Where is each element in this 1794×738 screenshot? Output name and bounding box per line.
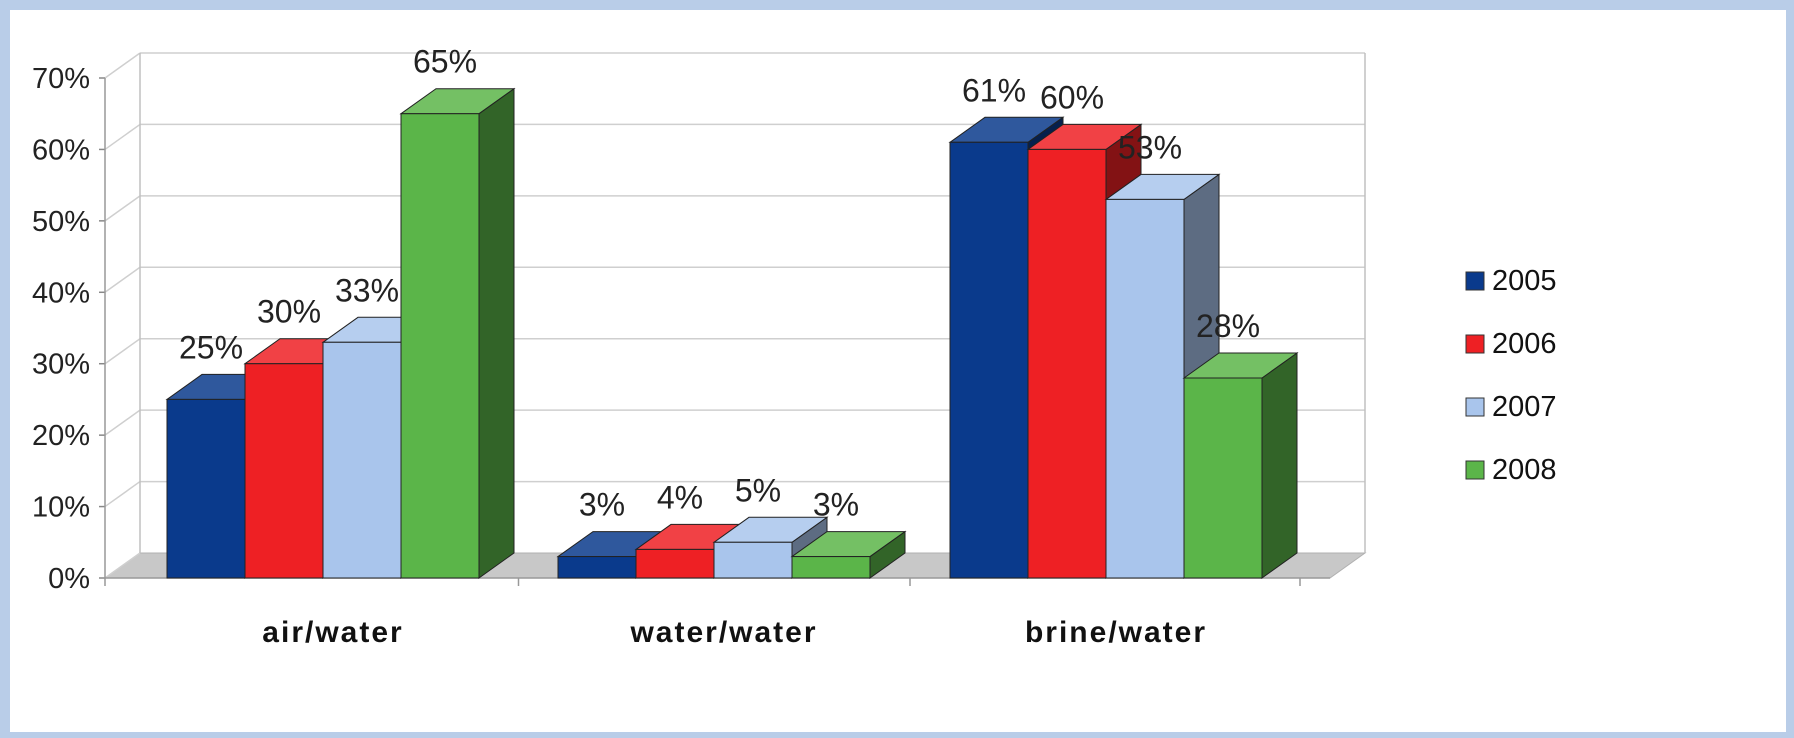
bar-2005-water-water xyxy=(557,556,637,579)
y-tick-label: 0% xyxy=(48,563,90,595)
data-label: 53% xyxy=(1118,129,1182,165)
category-label: brine/water xyxy=(1025,616,1207,649)
data-label: 4% xyxy=(657,479,703,515)
legend-label: 2008 xyxy=(1492,454,1557,486)
legend-swatch-2005 xyxy=(1465,271,1485,291)
y-tick-label: 30% xyxy=(32,349,90,381)
gridline-side xyxy=(104,195,141,222)
bar-2005-brine-water xyxy=(949,141,1029,579)
y-tick-label: 20% xyxy=(32,420,90,452)
y-tick-label: 60% xyxy=(32,134,90,166)
data-label: 61% xyxy=(962,72,1026,108)
data-label: 60% xyxy=(1040,79,1104,115)
bar-2008-brine-water xyxy=(1183,377,1263,579)
legend-swatch-2008 xyxy=(1465,460,1485,480)
bar-2006-water-water xyxy=(635,548,715,579)
bar-2007-brine-water xyxy=(1105,198,1185,579)
chart-frame: 0% 10% 20% 30% 40% 50% 60% 70% air/water water/wa… xyxy=(10,10,1786,732)
gridline-side xyxy=(104,52,141,79)
y-tick-label: 50% xyxy=(32,206,90,238)
bar-side xyxy=(478,87,515,579)
y-tick-label: 70% xyxy=(32,63,90,95)
category-label: air/water xyxy=(262,616,403,649)
bar-2007-air-water xyxy=(322,341,402,579)
bar-2007-water-water xyxy=(713,541,793,579)
gridline-side xyxy=(104,552,141,579)
data-label: 30% xyxy=(257,294,321,330)
legend-label: 2007 xyxy=(1492,391,1557,423)
gridline-side xyxy=(104,123,141,151)
bars xyxy=(165,87,1299,579)
bar-2008-water-water xyxy=(791,556,871,579)
gridline-side xyxy=(104,266,141,293)
bar-2005-air-water xyxy=(166,398,246,579)
axes: 0% 10% 20% 30% 40% 50% 60% 70% air/water water/wa… xyxy=(32,63,1330,649)
data-label: 3% xyxy=(579,487,625,523)
gridline-side xyxy=(104,338,141,365)
data-label: 3% xyxy=(813,487,859,523)
legend: 2005 2006 2007 2008 xyxy=(1465,265,1557,486)
data-label: 5% xyxy=(735,472,781,508)
legend-swatch-2007 xyxy=(1465,397,1485,417)
gridline-side xyxy=(104,480,141,508)
legend-label: 2005 xyxy=(1492,265,1557,297)
category-label: water/water xyxy=(629,616,817,649)
y-tick-label: 40% xyxy=(32,277,90,309)
data-label: 65% xyxy=(413,44,477,80)
data-labels: 25% 30% 33% 65% 3% 4% 5% 3% 61% 60% 53% 28% xyxy=(179,44,1260,523)
bar-side xyxy=(1261,352,1298,579)
data-label: 33% xyxy=(335,272,399,308)
bar-2006-air-water xyxy=(244,363,324,579)
gridline-side xyxy=(104,409,141,436)
data-label: 28% xyxy=(1196,308,1260,344)
legend-label: 2006 xyxy=(1492,328,1557,360)
bar-2006-brine-water xyxy=(1027,148,1107,579)
legend-swatch-2006 xyxy=(1465,334,1485,354)
data-label: 25% xyxy=(179,329,243,365)
y-tick-label: 10% xyxy=(32,492,90,524)
bar-chart: 0% 10% 20% 30% 40% 50% 60% 70% air/water water/wa… xyxy=(32,44,1557,649)
bar-2008-air-water xyxy=(400,113,480,579)
